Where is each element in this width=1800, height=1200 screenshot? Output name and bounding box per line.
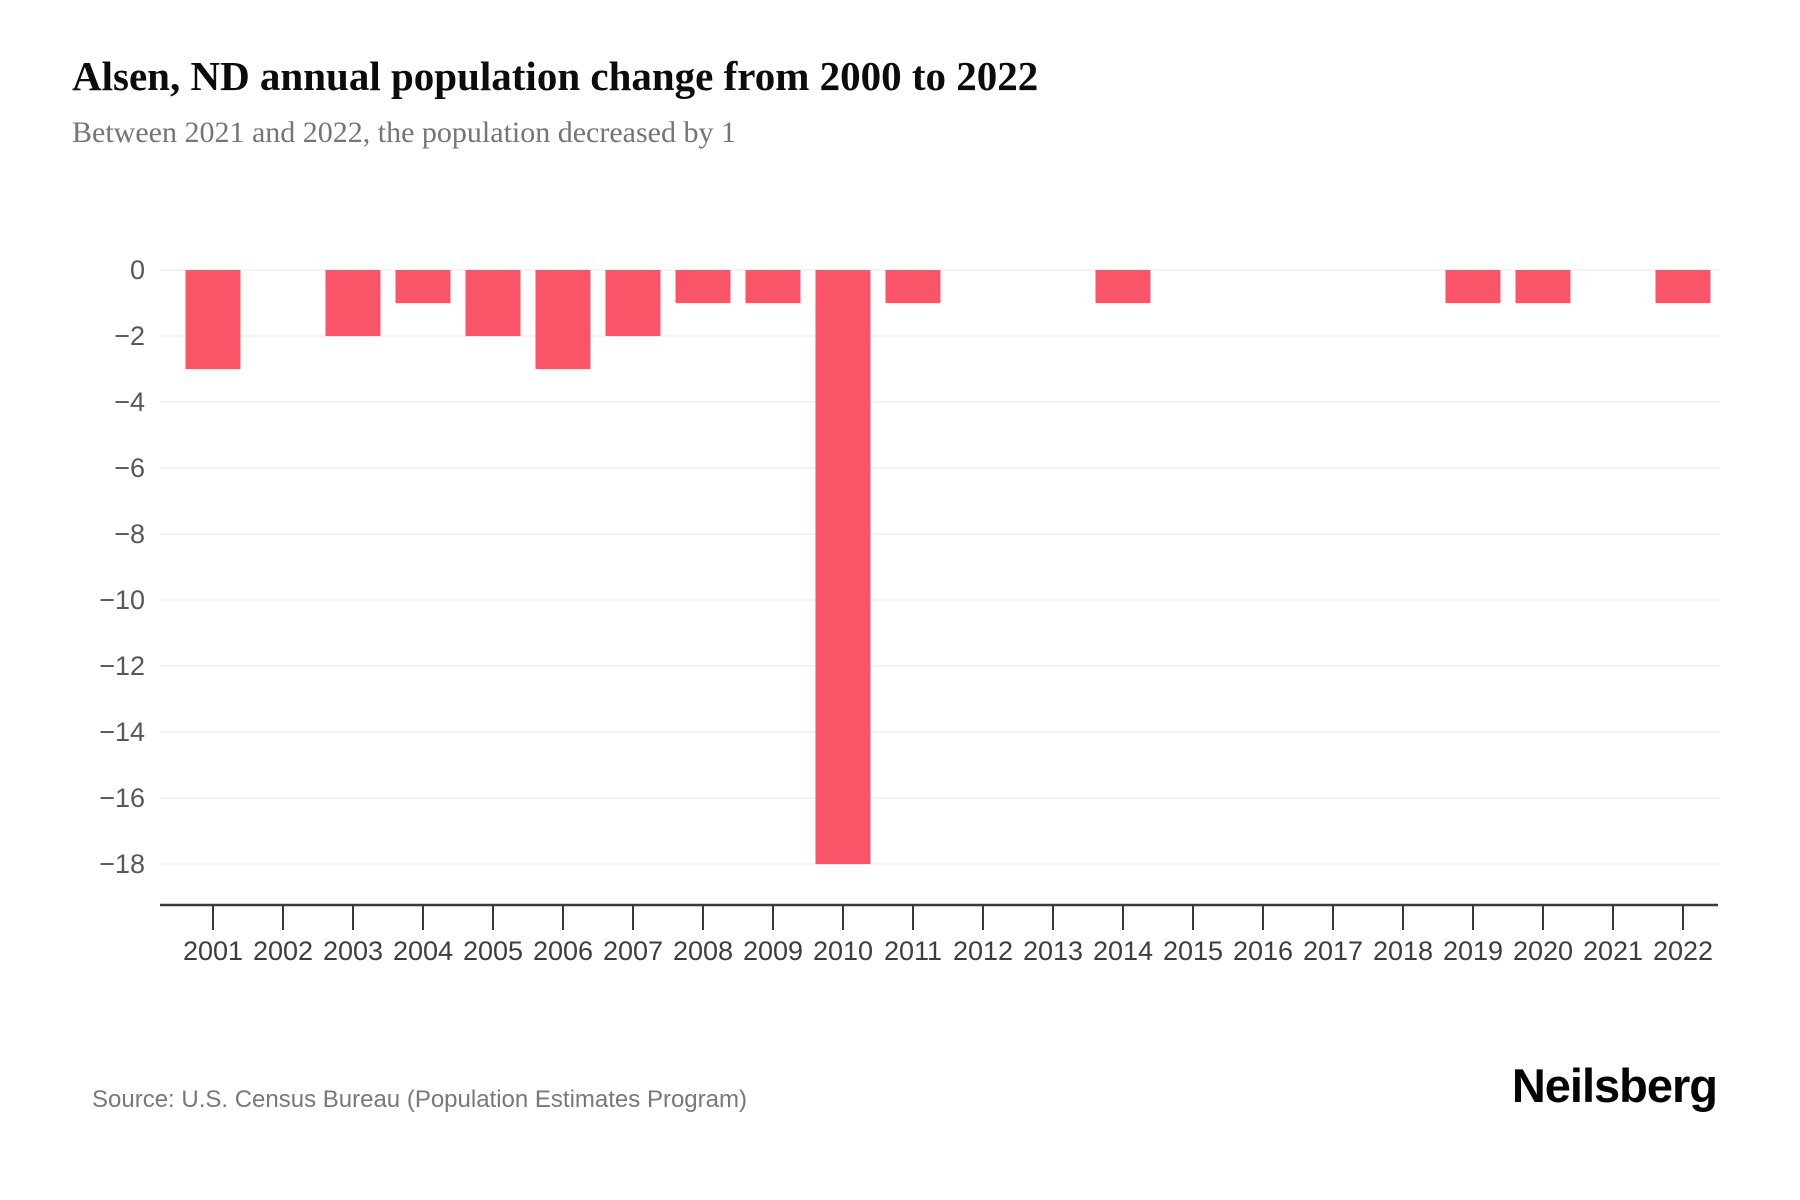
x-axis-tick-label: 2009 xyxy=(743,936,803,966)
x-axis-tick-label: 2021 xyxy=(1583,936,1643,966)
x-axis-tick-label: 2012 xyxy=(953,936,1013,966)
x-axis-tick-label: 2016 xyxy=(1233,936,1293,966)
x-axis-tick-label: 2007 xyxy=(603,936,663,966)
bar-2001[interactable] xyxy=(185,270,241,369)
page-title: Alsen, ND annual population change from … xyxy=(72,53,1039,99)
chart-subtitle: Between 2021 and 2022, the population de… xyxy=(72,116,736,149)
bar-2005[interactable] xyxy=(465,270,521,336)
bar-2003[interactable] xyxy=(325,270,381,336)
x-axis-tick-label: 2022 xyxy=(1653,936,1713,966)
x-axis-tick-label: 2019 xyxy=(1443,936,1503,966)
bar-2008[interactable] xyxy=(675,270,731,303)
y-axis-tick-label: −18 xyxy=(99,849,145,879)
y-axis-tick-label: −4 xyxy=(114,387,145,417)
bar-chart-svg: 0 −2 −4 −6 −8 −10 −12 −14 −16 −18 2001 2002 2003 2004… xyxy=(99,255,1720,966)
bar-2011[interactable] xyxy=(885,270,941,303)
bar-2020[interactable] xyxy=(1515,270,1571,303)
bar-2014[interactable] xyxy=(1095,270,1151,303)
x-axis-tick-label: 2015 xyxy=(1163,936,1223,966)
y-axis-tick-label: 0 xyxy=(130,255,145,285)
x-axis-tick-label: 2001 xyxy=(183,936,243,966)
x-axis-tick-label: 2013 xyxy=(1023,936,1083,966)
bar-2022[interactable] xyxy=(1655,270,1711,303)
x-axis-tick-label: 2005 xyxy=(463,936,523,966)
x-axis-tick-label: 2014 xyxy=(1093,936,1153,966)
x-axis-tick-label: 2006 xyxy=(533,936,593,966)
x-axis-tick-label: 2003 xyxy=(323,936,383,966)
y-axis-tick-label: −14 xyxy=(99,717,145,747)
x-axis-tick-label: 2020 xyxy=(1513,936,1573,966)
x-axis-tick-label: 2002 xyxy=(253,936,313,966)
bar-2019[interactable] xyxy=(1445,270,1501,303)
bar-chart: 0 −2 −4 −6 −8 −10 −12 −14 −16 −18 2001 2002 2003 2004… xyxy=(0,200,1800,990)
y-axis-tick-label: −12 xyxy=(99,651,145,681)
x-axis-tick-label: 2010 xyxy=(813,936,873,966)
y-axis-tick-label: −6 xyxy=(114,453,145,483)
bar-2009[interactable] xyxy=(745,270,801,303)
y-axis-tick-label: −10 xyxy=(99,585,145,615)
x-axis-tick-label: 2018 xyxy=(1373,936,1433,966)
y-axis-tick-label: −8 xyxy=(114,519,145,549)
bar-2010[interactable] xyxy=(815,270,871,864)
bar-2007[interactable] xyxy=(605,270,661,336)
x-axis-tick-label: 2004 xyxy=(393,936,453,966)
source-note: Source: U.S. Census Bureau (Population E… xyxy=(92,1086,747,1113)
bar-2004[interactable] xyxy=(395,270,451,303)
y-axis-tick-label: −2 xyxy=(114,321,145,351)
x-axis-tick-label: 2011 xyxy=(884,936,942,966)
bar-2006[interactable] xyxy=(535,270,591,369)
x-axis-tick-label: 2008 xyxy=(673,936,733,966)
y-axis-tick-label: −16 xyxy=(99,783,145,813)
x-axis-tick-label: 2017 xyxy=(1303,936,1363,966)
brand-logo: Neilsberg xyxy=(1511,1059,1718,1112)
